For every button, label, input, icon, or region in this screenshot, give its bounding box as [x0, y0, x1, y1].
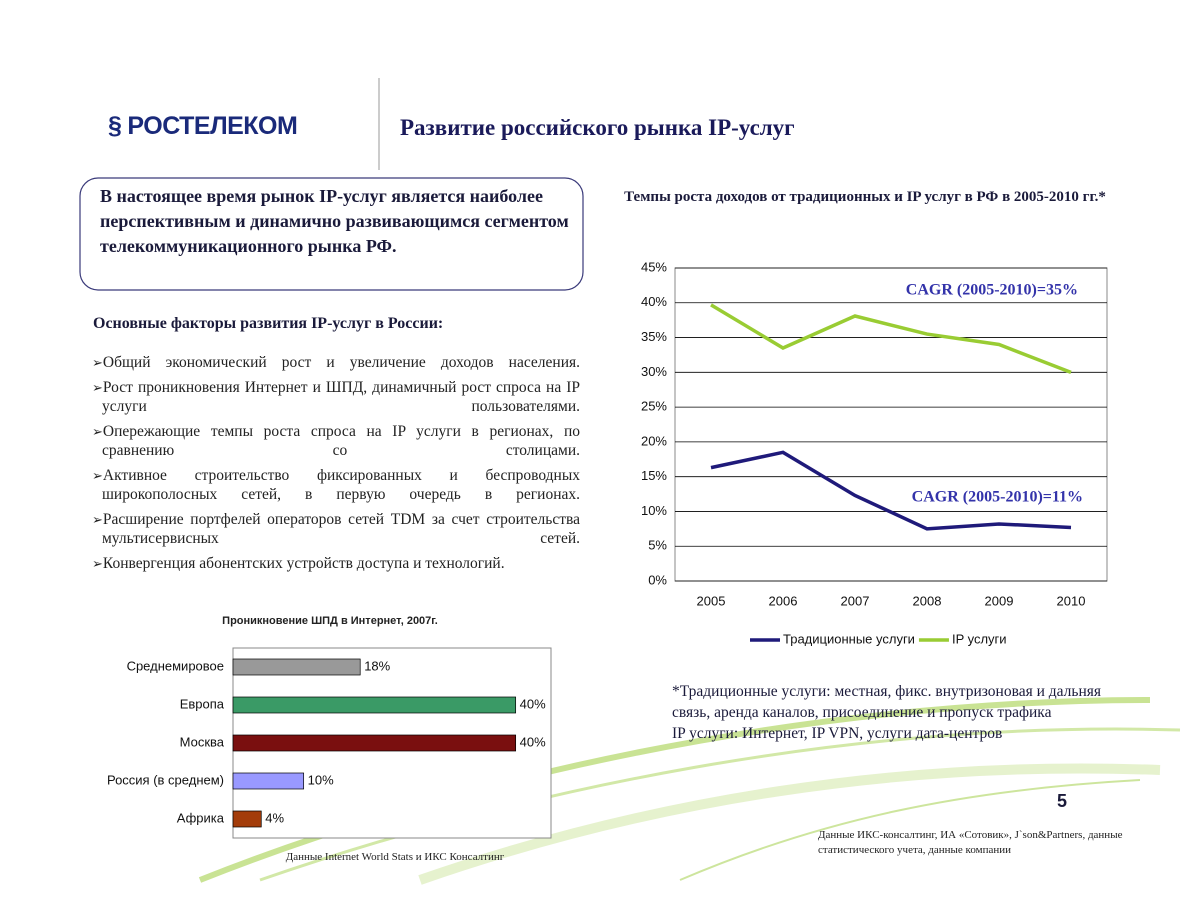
bar [232, 772, 305, 790]
line-series [710, 450, 1072, 531]
value-label: 40% [520, 734, 546, 749]
bar [232, 734, 517, 752]
annotation: CAGR (2005-2010)=35% [906, 282, 1078, 299]
y-tick-label: 0% [648, 572, 667, 587]
y-tick-label: 35% [641, 329, 667, 344]
y-tick-label: Среднемировое [127, 658, 224, 673]
bar [232, 810, 262, 828]
summary-box [79, 177, 584, 291]
value-label: 4% [265, 810, 284, 825]
bar [232, 658, 361, 676]
annotation: CAGR (2005-2010)=11% [912, 489, 1083, 506]
x-tick-label: 2005 [697, 593, 726, 608]
bar-chart-title: Проникновение ШПД в Интернет, 2007г. [222, 615, 438, 627]
footnote: *Традиционные услуги: местная, фикс. вну… [672, 681, 1132, 744]
y-tick-label: Европа [180, 696, 225, 711]
x-tick-label: 2010 [1057, 593, 1086, 608]
factor-item: Общий экономический рост и увеличение до… [92, 353, 580, 372]
y-tick-label: 20% [641, 433, 667, 448]
value-label: 18% [364, 658, 390, 673]
y-tick-label: 45% [641, 259, 667, 274]
y-tick-label: 15% [641, 468, 667, 483]
plot-area [674, 267, 1108, 582]
value-label: 40% [520, 696, 546, 711]
y-tick-label: 40% [641, 294, 667, 309]
line-chart-title: Темпы роста доходов от традиционных и IP… [624, 189, 1106, 205]
x-tick-label: 2006 [769, 593, 798, 608]
y-tick-label: Россия (в среднем) [107, 772, 224, 787]
factors-list: Общий экономический рост и увеличение до… [92, 353, 580, 579]
y-tick-label: 30% [641, 364, 667, 379]
factor-item: Рост проникновения Интернет и ШПД, динам… [92, 378, 580, 416]
slide-title: Развитие российского рынка IP-услуг [400, 115, 795, 140]
legend-label: IP услуги [952, 631, 1007, 646]
factor-item: Активное строительство фиксированных и б… [92, 466, 580, 504]
factors-heading: Основные факторы развития IP-услуг в Рос… [93, 315, 444, 332]
factor-item: Расширение портфелей операторов сетей TD… [92, 510, 580, 548]
x-tick-label: 2007 [841, 593, 870, 608]
x-tick-label: 2008 [913, 593, 942, 608]
footnote-line: IP услуги: Интернет, IP VPN, услуги дата… [672, 725, 1003, 742]
y-tick-label: Москва [180, 734, 225, 749]
page-number: 5 [1057, 791, 1068, 811]
logo: РОСТЕЛЕКОМ [108, 112, 297, 141]
line-series [710, 303, 1072, 374]
source: Данные ИКС-консалтинг, ИА «Сотовик», J`s… [818, 829, 1123, 856]
bar-chart-source: Данные Internet World Stats и ИКС Консал… [285, 851, 505, 863]
bar [232, 696, 517, 714]
y-tick-label: 10% [641, 503, 667, 518]
y-tick-label: 5% [648, 538, 667, 553]
value-label: 10% [308, 772, 334, 787]
x-tick-label: 2009 [985, 593, 1014, 608]
y-tick-label: Африка [177, 810, 225, 825]
factor-item: Конвергенция абонентских устройств досту… [92, 554, 580, 573]
factor-item: Опережающие темпы роста спроса на IP усл… [92, 422, 580, 460]
footnote-line: *Традиционные услуги: местная, фикс. вну… [672, 683, 1102, 721]
summary: В настоящее время рынок IP-услуг являетс… [100, 186, 569, 256]
legend-label: Традиционные услуги [783, 631, 915, 646]
y-tick-label: 25% [641, 399, 667, 414]
